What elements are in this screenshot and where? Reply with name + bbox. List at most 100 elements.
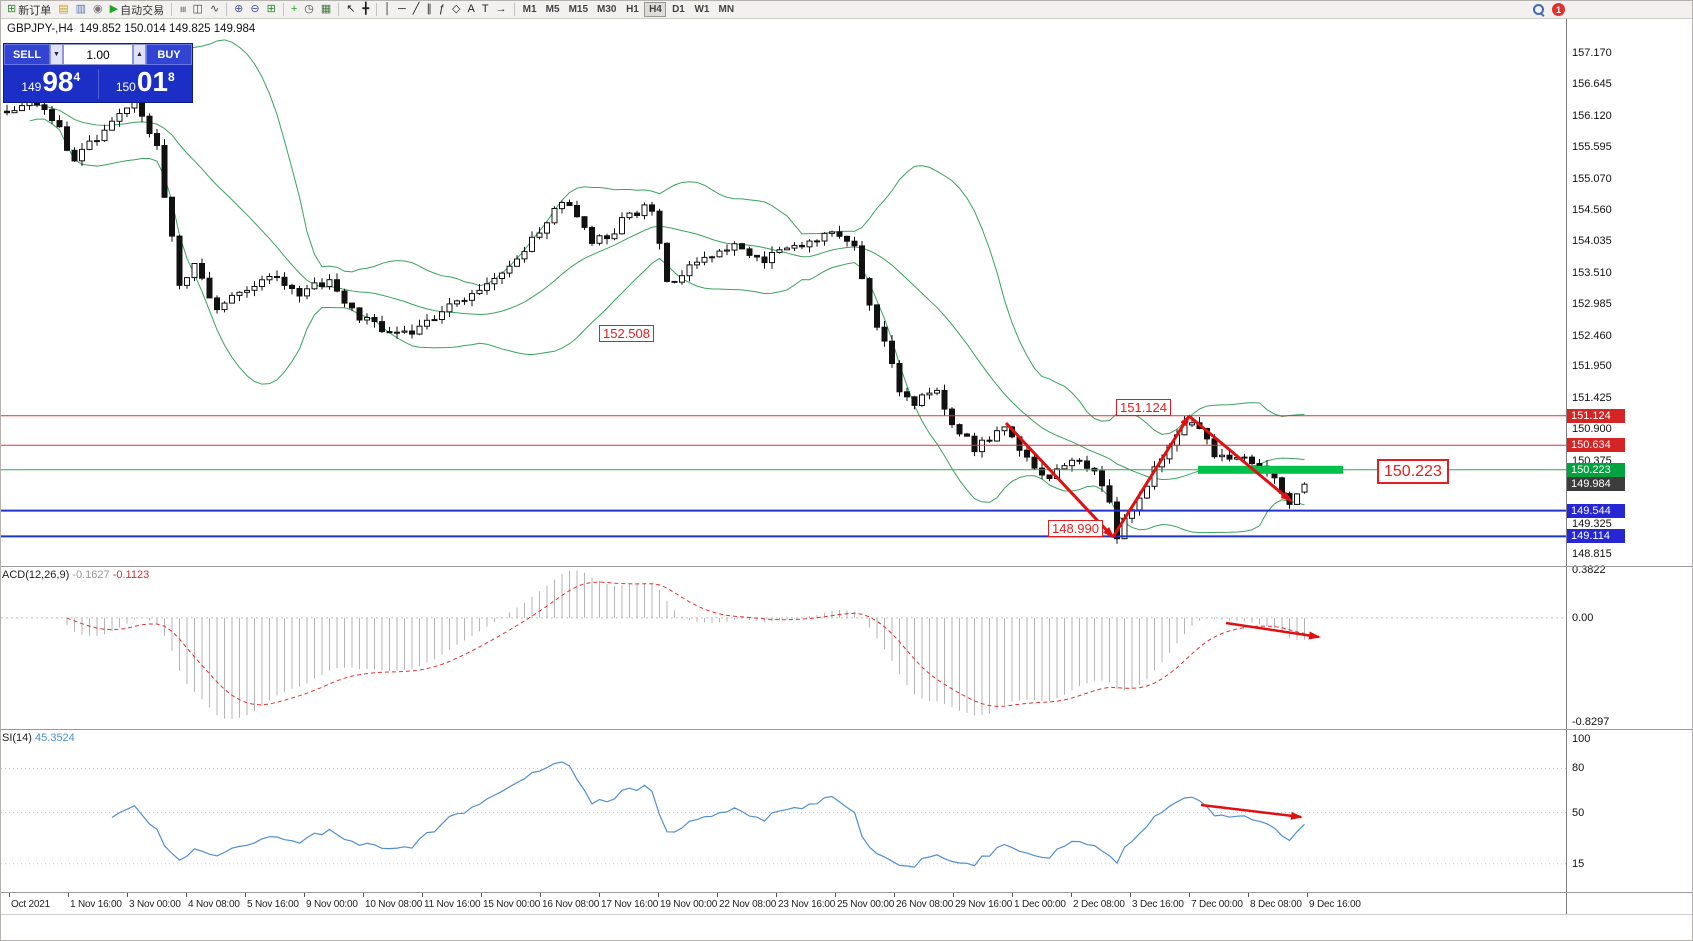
trendline-tool-button[interactable]: ╱ xyxy=(410,2,423,18)
volume-up-button[interactable]: ▲ xyxy=(133,44,146,65)
new-order-button[interactable]: ⊞ 新订单 xyxy=(4,2,54,18)
price-divider xyxy=(97,68,99,99)
price-axis-label: 154.035 xyxy=(1572,235,1612,247)
arrows-tool-button[interactable]: → xyxy=(493,2,510,18)
auto-trading-button[interactable]: ▶ 自动交易 xyxy=(107,2,167,18)
panel-divider[interactable] xyxy=(1,729,1692,730)
time-label: 23 Nov 16:00 xyxy=(778,899,836,910)
time-tick xyxy=(68,892,69,897)
price-annotation[interactable]: 150.223 xyxy=(1377,459,1449,484)
rsi-indicator-panel: SI(14) 45.3524 xyxy=(1,729,1566,892)
time-label: 19 Nov 00:00 xyxy=(660,899,718,910)
templates-button[interactable]: ▤ xyxy=(55,2,71,18)
candlestick-chart[interactable] xyxy=(1,19,1566,566)
buy-price[interactable]: 150 01 8 xyxy=(99,67,193,99)
price-axis-label: 150.900 xyxy=(1572,423,1612,435)
price-annotation[interactable]: 152.508 xyxy=(599,325,654,342)
window-bottom-divider xyxy=(1,914,1692,915)
rsi-label: SI(14) 45.3524 xyxy=(2,732,75,744)
time-label: 7 Dec 00:00 xyxy=(1191,899,1243,910)
fibo-icon: ƒ xyxy=(438,3,446,15)
horizontal-line-tool-button[interactable]: ─ xyxy=(395,2,409,18)
channel-tool-button[interactable]: ∥ xyxy=(423,2,435,18)
volume-input[interactable] xyxy=(63,44,133,65)
bar-chart-mode-button[interactable]: ≡ xyxy=(176,2,189,18)
trend-arrows[interactable] xyxy=(1004,414,1293,539)
macd-value-main: -0.1627 xyxy=(72,569,110,581)
cursor-icon: ↖ xyxy=(346,3,356,15)
rsi-line xyxy=(111,761,1305,868)
time-tick xyxy=(186,892,187,897)
new-order-icon: ⊞ xyxy=(7,3,17,15)
macd-chart[interactable] xyxy=(1,566,1566,729)
macd-label: ACD(12,26,9) -0.1627 -0.1123 xyxy=(2,569,149,581)
time-label: 26 Nov 08:00 xyxy=(896,899,954,910)
volume-down-button[interactable]: ▼ xyxy=(50,44,63,65)
horizontal-level-lines[interactable] xyxy=(1,415,1566,538)
macd-trend-arrow[interactable] xyxy=(1225,621,1321,640)
timeframe-w1-button[interactable]: W1 xyxy=(690,2,713,17)
macd-axis-label: 0.00 xyxy=(1572,612,1594,624)
price-annotation[interactable]: 148.990 xyxy=(1048,520,1103,537)
tile-windows-button[interactable]: ⊞ xyxy=(264,2,279,18)
magnifier-icon[interactable] xyxy=(1532,3,1545,16)
period-selector-button[interactable]: ◷ xyxy=(301,2,317,18)
time-tick xyxy=(481,892,482,897)
clock-icon: ◷ xyxy=(304,3,314,15)
toolbar-separator xyxy=(226,3,228,16)
fibonacci-tool-button[interactable]: ƒ xyxy=(436,2,448,18)
time-axis[interactable]: Oct 2021 1 Nov 16:00 3 Nov 00:00 4 Nov 08:0… xyxy=(1,892,1566,914)
price-axis[interactable]: 157.170 156.645 156.120 155.595 155.070 154.5… xyxy=(1567,19,1692,914)
text-tool-button[interactable]: A xyxy=(465,2,478,18)
time-tick xyxy=(245,892,246,897)
price-annotation[interactable]: 151.124 xyxy=(1116,399,1171,416)
timeframe-d1-button[interactable]: D1 xyxy=(667,2,689,17)
print-button[interactable]: ▥ xyxy=(73,2,89,18)
time-tick xyxy=(1012,892,1013,897)
rsi-name: SI(14) xyxy=(2,732,32,744)
label-tool-button[interactable]: T xyxy=(479,2,492,18)
time-label: 4 Nov 08:00 xyxy=(188,899,240,910)
sell-button[interactable]: SELL xyxy=(4,44,50,65)
timeframe-m1-button[interactable]: M1 xyxy=(519,2,541,17)
bollinger-bands xyxy=(29,39,1305,534)
zoom-out-button[interactable]: ⊖ xyxy=(247,2,262,18)
time-tick xyxy=(1248,892,1249,897)
time-tick xyxy=(1130,892,1131,897)
timeframe-m30-button[interactable]: M30 xyxy=(593,2,620,17)
candlestick-mode-button[interactable]: ◫ xyxy=(190,2,206,18)
vertical-line-tool-button[interactable]: │ xyxy=(381,2,394,18)
timeframe-m5-button[interactable]: M5 xyxy=(542,2,564,17)
toolbar-separator xyxy=(376,3,378,16)
panel-divider[interactable] xyxy=(1,566,1692,567)
support-highlight-bar[interactable] xyxy=(1198,465,1343,474)
timeframe-h1-button[interactable]: H1 xyxy=(621,2,643,17)
candles xyxy=(4,89,1308,544)
sell-price[interactable]: 149 98 4 xyxy=(4,67,98,99)
crosshair-tool-button[interactable]: ╋ xyxy=(359,2,372,18)
notification-badge[interactable]: 1 xyxy=(1552,3,1565,16)
cursor-tool-button[interactable]: ↖ xyxy=(343,2,358,18)
timeframe-h4-button[interactable]: H4 xyxy=(644,2,667,17)
text-icon: A xyxy=(467,3,475,15)
chart-templates-button[interactable]: ▦ xyxy=(318,2,334,18)
line-chart-mode-button[interactable]: ∿ xyxy=(207,2,222,18)
time-label: 16 Nov 08:00 xyxy=(542,899,600,910)
candles-icon: ◫ xyxy=(192,3,203,15)
rsi-trend-arrow[interactable] xyxy=(1200,803,1303,820)
alerts-button[interactable]: ◉ xyxy=(90,2,106,18)
macd-histogram xyxy=(66,570,1305,719)
alert-icon: ◉ xyxy=(93,3,103,15)
price-axis-label: 153.510 xyxy=(1572,267,1612,279)
timeframe-m15-button[interactable]: M15 xyxy=(565,2,592,17)
price-axis-badge: 151.124 xyxy=(1567,409,1625,423)
zoom-in-button[interactable]: ⊕ xyxy=(231,2,246,18)
timeframe-mn-button[interactable]: MN xyxy=(714,2,738,17)
rsi-chart[interactable] xyxy=(1,729,1566,892)
price-axis-label: 151.425 xyxy=(1572,392,1612,404)
indicators-list-button[interactable]: + xyxy=(288,2,300,18)
buy-button[interactable]: BUY xyxy=(146,44,192,65)
shapes-tool-button[interactable]: ◇ xyxy=(449,2,463,18)
